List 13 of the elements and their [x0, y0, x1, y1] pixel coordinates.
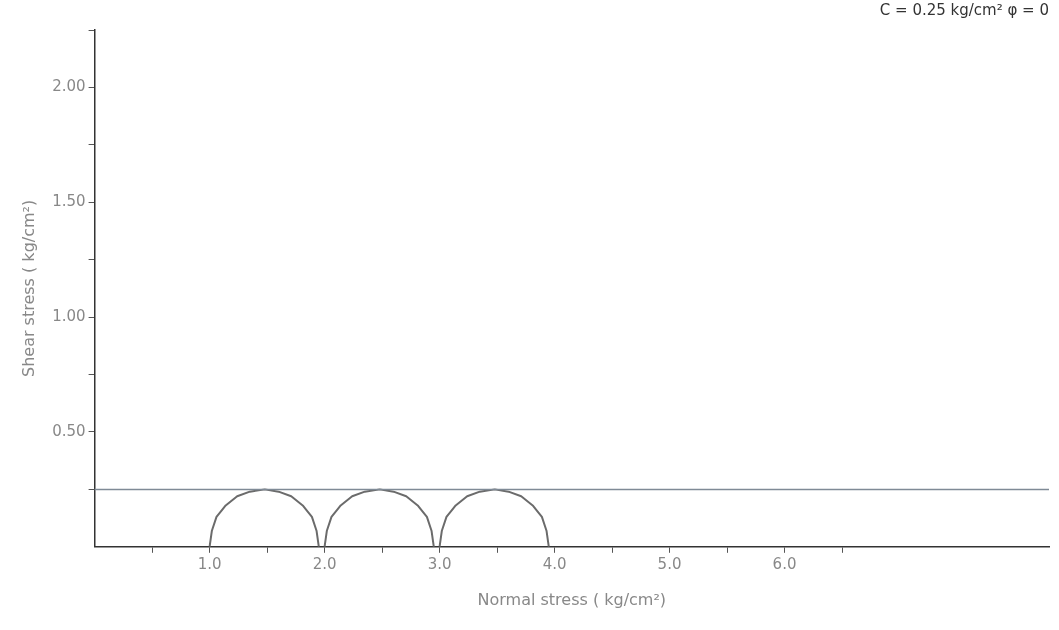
- y-tick-label: 1.50: [52, 192, 86, 211]
- y-tick-label: 2.00: [52, 77, 86, 96]
- x-tick-label: 2.0: [312, 554, 337, 573]
- x-tick-label: 1.0: [197, 554, 222, 573]
- y-tick-label: 1.00: [52, 307, 86, 325]
- x-tick-label: 5.0: [657, 554, 682, 573]
- x-axis-title: Normal stress ( kg/cm²): [477, 589, 667, 609]
- y-axis-title: Shear stress ( kg/cm²): [18, 199, 38, 378]
- x-tick-label: 3.0: [427, 554, 452, 573]
- x-tick-label: 6.0: [772, 554, 797, 573]
- text: C = 0.25 kg/cm² φ = 0: [879, 1, 1049, 20]
- y-tick-label: 0.50: [52, 421, 86, 440]
- x-tick-label: 4.0: [542, 554, 567, 573]
